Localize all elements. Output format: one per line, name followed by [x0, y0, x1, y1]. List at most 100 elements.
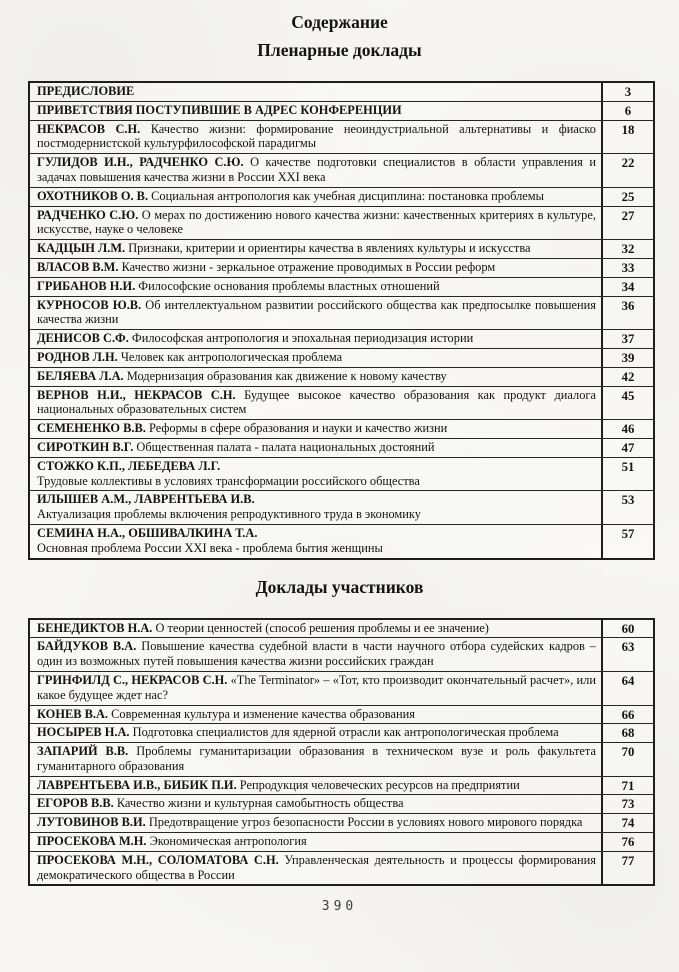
toc-entry-authors: ИЛЫШЕВ А.М., ЛАВРЕНТЬЕВА И.В. — [37, 492, 255, 507]
toc-entry-text: ВЕРНОВ Н.И., НЕКРАСОВ С.Н. Будущее высок… — [30, 387, 601, 420]
toc-page-number: 66 — [601, 705, 653, 724]
toc-page-number: 57 — [601, 524, 653, 558]
toc-page-number: 51 — [601, 457, 653, 491]
toc-entry-authors: БЕНЕДИКТОВ Н.А. — [37, 620, 153, 635]
toc-entry-text: ГРИНФИЛД С., НЕКРАСОВ С.Н. «The Terminat… — [30, 672, 601, 705]
toc-page-number: 73 — [601, 795, 653, 814]
toc-entry-authors: НОСЫРЕВ Н.А. — [37, 725, 130, 740]
toc-entry-text: КУРНОСОВ Ю.В. Об интеллектуальном развит… — [30, 297, 601, 330]
toc-entry-title: Социальная антропология как учебная дисц… — [151, 188, 544, 203]
toc-row: ВЕРНОВ Н.И., НЕКРАСОВ С.Н. Будущее высок… — [30, 385, 653, 420]
toc-entry-text: ДЕНИСОВ С.Ф. Философская антропология и … — [30, 330, 601, 348]
toc-page-number: 37 — [601, 330, 653, 348]
toc-entry-authors: ПРЕДИСЛОВИЕ — [37, 84, 135, 98]
toc-row: БЕНЕДИКТОВ Н.А. О теории ценностей (спос… — [30, 619, 653, 638]
toc-page-number: 63 — [601, 638, 653, 671]
toc-row: ПРОСЕКОВА М.Н. Экономическая антропологи… — [30, 832, 653, 851]
section-title-participants: Доклады участников — [255, 576, 424, 597]
toc-page-number: 71 — [601, 776, 653, 795]
toc-row: КОНЕВ В.А. Современная культура и измене… — [30, 704, 653, 724]
toc-entry-title: Качество жизни: формирование неоиндустри… — [37, 121, 596, 151]
page-footer-number: 390 — [321, 899, 358, 915]
toc-page-number: 45 — [601, 386, 653, 420]
toc-entry-text: НЕКРАСОВ С.Н. Качество жизни: формирован… — [30, 121, 601, 154]
toc-entry-text: БЕНЕДИКТОВ Н.А. О теории ценностей (спос… — [30, 620, 601, 638]
toc-entry-title: О теории ценностей (способ решения пробл… — [155, 620, 489, 635]
toc-row: БЕЛЯЕВА Л.А. Модернизация образования ка… — [30, 366, 653, 386]
toc-row: БАЙДУКОВ В.А. Повышение качества судебно… — [30, 637, 653, 671]
toc-row: ЛУТОВИНОВ В.И. Предотвращение угроз безо… — [30, 813, 653, 833]
toc-entry-authors: ПРИВЕТСТВИЯ ПОСТУПИВШИЕ В АДРЕС КОНФЕРЕН… — [37, 102, 402, 117]
toc-page-number: 18 — [601, 120, 653, 154]
toc-entry-text: СЕМИНА Н.А., ОБШИВАЛКИНА Т.А. Основная п… — [30, 525, 601, 558]
toc-entry-text: ОХОТНИКОВ О. В. Социальная антропология … — [30, 188, 601, 206]
toc-entry-title: Качество жизни - зеркальное отражение пр… — [121, 259, 496, 274]
toc-entry-title: Реформы в сфере образования и науки и ка… — [148, 421, 448, 436]
toc-entry-title: Управленческая деятельность и процессы ф… — [37, 852, 596, 882]
toc-row: ОХОТНИКОВ О. В. Социальная антропология … — [30, 186, 653, 206]
toc-entry-title: Современная культура и изменение качеств… — [111, 706, 415, 721]
toc-row: РОДНОВ Л.Н. Человек как антропологическа… — [30, 347, 653, 367]
toc-entry-title: Об интеллектуальном развитии российского… — [37, 297, 596, 327]
toc-page-number: 42 — [601, 367, 653, 386]
toc-entry-title: Модернизация образования как движение к … — [126, 368, 447, 383]
scanned-page: Содержание Пленарные доклады ПРЕДИСЛОВИЕ… — [0, 12, 679, 972]
toc-entry-authors: РАДЧЕНКО С.Ю. — [37, 207, 139, 222]
toc-entry-text: РОДНОВ Л.Н. Человек как антропологическа… — [30, 349, 601, 367]
toc-page-number: 68 — [601, 724, 653, 743]
toc-entry-title: Человек как антропологическая проблема — [120, 349, 343, 364]
toc-entry-title: Репродукция человеческих ресурсов на пре… — [239, 777, 520, 792]
toc-entry-text: НОСЫРЕВ Н.А. Подготовка специалистов для… — [30, 724, 601, 742]
toc-entry-title: Философские основания проблемы властных … — [138, 278, 440, 293]
toc-row: РАДЧЕНКО С.Ю. О мерах по достижению ново… — [30, 205, 653, 240]
toc-entry-text: ВЛАСОВ В.М. Качество жизни - зеркальное … — [30, 259, 601, 277]
toc-row: ПРИВЕТСТВИЯ ПОСТУПИВШИЕ В АДРЕС КОНФЕРЕН… — [30, 100, 653, 120]
toc-entry-text: ГРИБАНОВ Н.И. Философские основания проб… — [30, 278, 601, 296]
toc-entry-text: СИРОТКИН В.Г. Общественная палата - пала… — [30, 439, 601, 457]
toc-row: НОСЫРЕВ Н.А. Подготовка специалистов для… — [30, 723, 653, 743]
toc-entry-authors: ВЕРНОВ Н.И., НЕКРАСОВ С.Н. — [37, 387, 236, 402]
toc-row: ЕГОРОВ В.В. Качество жизни и культурная … — [30, 794, 653, 814]
toc-entry-text: БЕЛЯЕВА Л.А. Модернизация образования ка… — [30, 368, 601, 386]
toc-entry-text: ЛАВРЕНТЬЕВА И.В., БИБИК П.И. Репродукция… — [30, 777, 601, 795]
toc-row: СЕМИНА Н.А., ОБШИВАЛКИНА Т.А. Основная п… — [30, 523, 653, 558]
toc-entry-authors: ЛАВРЕНТЬЕВА И.В., БИБИК П.И. — [37, 777, 237, 792]
toc-row: ГРИНФИЛД С., НЕКРАСОВ С.Н. «The Terminat… — [30, 670, 653, 705]
toc-entry-text: ПРОСЕКОВА М.Н. Экономическая антропологи… — [30, 833, 601, 851]
toc-entry-authors: ВЛАСОВ В.М. — [37, 259, 119, 274]
toc-page-number: 36 — [601, 296, 653, 330]
toc-entry-title: О качестве подготовки специалистов в обл… — [37, 155, 596, 184]
section-title-plenary: Пленарные доклады — [257, 40, 422, 60]
toc-entry-authors: СТОЖКО К.П., ЛЕБЕДЕВА Л.Г. — [37, 458, 221, 473]
toc-row: НЕКРАСОВ С.Н. Качество жизни: формирован… — [30, 119, 653, 154]
toc-entry-title: Основная проблема России XXI века - проб… — [37, 540, 383, 555]
toc-row: КУРНОСОВ Ю.В. Об интеллектуальном развит… — [30, 295, 653, 330]
toc-row: СИРОТКИН В.Г. Общественная палата - пала… — [30, 437, 653, 457]
toc-entry-title: Трудовые коллективы в условиях трансформ… — [37, 473, 420, 488]
toc-row: СЕМЕНЕНКО В.В. Реформы в сфере образован… — [30, 419, 653, 438]
toc-entry-authors: БАЙДУКОВ В.А. — [37, 639, 137, 654]
toc-table-plenary: ПРЕДИСЛОВИЕ 3 ПРИВЕТСТВИЯ ПОСТУПИВШИЕ В … — [28, 81, 655, 560]
toc-entry-authors: ОХОТНИКОВ О. В. — [37, 188, 149, 203]
toc-entry-authors: СЕМИНА Н.А., ОБШИВАЛКИНА Т.А. — [37, 525, 258, 540]
toc-page-number: 64 — [601, 671, 653, 705]
toc-page-number: 53 — [601, 491, 653, 524]
toc-entry-authors: ПРОСЕКОВА М.Н. — [37, 834, 147, 849]
toc-entry-authors: СИРОТКИН В.Г. — [37, 439, 134, 454]
toc-entry-text: СЕМЕНЕНКО В.В. Реформы в сфере образован… — [30, 420, 601, 438]
toc-page-number: 47 — [601, 438, 653, 457]
toc-row: ВЛАСОВ В.М. Качество жизни - зеркальное … — [30, 257, 653, 277]
toc-entry-text: ПРЕДИСЛОВИЕ — [30, 83, 601, 101]
toc-entry-authors: ГРИНФИЛД С., НЕКРАСОВ С.Н. — [37, 672, 228, 687]
toc-row: ГРИБАНОВ Н.И. Философские основания проб… — [30, 276, 653, 296]
toc-page-number: 3 — [601, 83, 653, 101]
toc-entry-text: ЕГОРОВ В.В. Качество жизни и культурная … — [30, 795, 601, 813]
toc-page-number: 77 — [601, 851, 653, 885]
toc-row: ПРОСЕКОВА М.Н., СОЛОМАТОВА С.Н. Управлен… — [30, 850, 653, 885]
toc-row: ИЛЫШЕВ А.М., ЛАВРЕНТЬЕВА И.В. Актуализац… — [30, 490, 653, 524]
toc-entry-authors: РОДНОВ Л.Н. — [37, 349, 118, 364]
toc-page-number: 33 — [601, 258, 653, 277]
toc-entry-authors: ЛУТОВИНОВ В.И. — [37, 815, 146, 830]
toc-entry-authors: ЗАПАРИЙ В.В. — [37, 744, 129, 759]
toc-entry-title: Экономическая антропология — [149, 834, 307, 849]
